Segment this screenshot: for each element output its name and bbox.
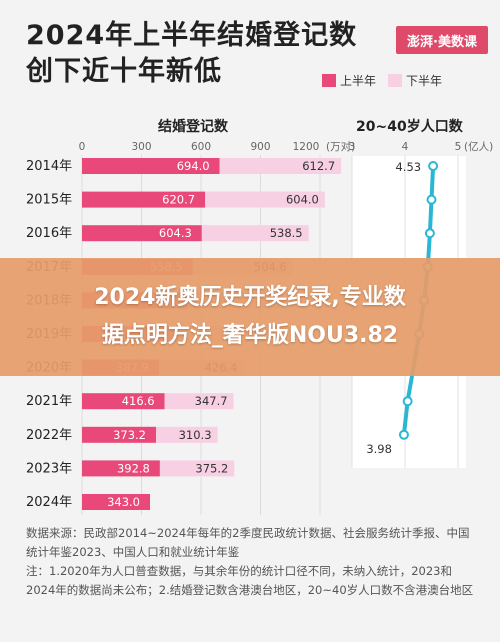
title-line-2: 创下近十年新低: [26, 56, 222, 87]
bar-axis-tick-label: 900: [250, 141, 270, 153]
bar-second-half-label: 310.3: [179, 428, 212, 442]
line-chart-title: 20~40岁人口数: [356, 119, 463, 135]
bar-first-half: [82, 225, 202, 242]
bar-first-half-label: 694.0: [177, 159, 210, 173]
bar-chart-title: 结婚登记数: [158, 119, 228, 135]
bar-first-half: [82, 494, 151, 510]
bar-first-half: [82, 158, 220, 174]
bar-second-half: [164, 393, 234, 410]
bar-first-half-label: 373.2: [113, 428, 146, 442]
line-point: [426, 194, 437, 205]
bar-category-label: 2015年: [26, 193, 72, 208]
bar-axis-tick-label: 600: [191, 141, 211, 153]
bar-second-half-label: 375.2: [195, 461, 228, 475]
bar-first-half: [82, 426, 157, 443]
bar-second-half: [201, 225, 309, 242]
banner-line-2: 据点明方法_奢华版NOU3.82: [101, 323, 399, 348]
bar-second-half-label: 604.0: [286, 193, 319, 207]
legend-label-second-half: 下半年: [406, 74, 443, 88]
bar-first-half-label: 392.8: [117, 461, 150, 475]
title-line-1: 2024年上半年结婚登记数: [26, 20, 358, 51]
line-point: [402, 396, 413, 407]
bar-category-label: 2021年: [26, 394, 72, 409]
line-point: [424, 228, 435, 239]
bar-first-half-label: 604.3: [159, 226, 192, 240]
bar-category-label: 2016年: [26, 226, 72, 241]
bar-first-half-label: 343.0: [107, 495, 140, 509]
bar-second-half: [205, 191, 325, 208]
bar-second-half: [156, 426, 218, 443]
source-note: 数据来源：民政部2014~2024年每年的2季度民政统计数据、社会服务统计季报、…: [26, 526, 470, 559]
bar-category-label: 2024年: [26, 495, 72, 510]
bar-second-half: [159, 460, 235, 477]
line-axis-tick-label: 5: [455, 141, 462, 153]
bar-category-label: 2023年: [26, 461, 72, 476]
bar-first-half-label: 620.7: [162, 193, 195, 207]
line-axis-tick-label: 3: [349, 141, 356, 153]
line-value-label: 4.53: [395, 160, 421, 174]
legend-label-first-half: 上半年: [340, 74, 377, 88]
bar-axis-tick-label: 300: [131, 141, 151, 153]
legend: 上半年 下半年: [322, 72, 442, 89]
bar-first-half: [82, 191, 206, 208]
bar-axis-unit: (万对): [326, 140, 355, 153]
banner-line-1: 2024新奥历史开奖纪录,专业数: [94, 285, 406, 310]
line-value-label: 3.98: [366, 442, 392, 456]
overlay-banner: 2024新奥历史开奖纪录,专业数 据点明方法_奢华版NOU3.82: [0, 258, 500, 376]
bar-first-half-label: 416.6: [122, 394, 155, 408]
legend-swatch-first-half: [322, 74, 336, 87]
page-title: 2024年上半年结婚登记数 创下近十年新低: [26, 18, 357, 90]
line-axis-unit: (亿人): [464, 140, 493, 153]
brand-logo: 澎湃·美数课: [396, 26, 488, 54]
legend-item-second-half: 下半年: [388, 72, 442, 89]
legend-item-first-half: 上半年: [322, 72, 376, 89]
line-point: [398, 429, 409, 440]
bar-category-label: 2022年: [26, 428, 72, 443]
bar-second-half-label: 347.7: [195, 394, 228, 408]
bar-second-half: [219, 158, 342, 174]
bar-second-half-label: 612.7: [302, 159, 335, 173]
bar-axis-tick-label: 0: [79, 141, 86, 153]
line-axis-tick-label: 4: [402, 141, 409, 153]
bar-category-label: 2014年: [26, 159, 72, 174]
footnotes: 数据来源：民政部2014~2024年每年的2季度民政统计数据、社会服务统计季报、…: [26, 524, 478, 600]
bar-first-half: [82, 460, 160, 477]
bar-first-half: [82, 393, 165, 410]
bar-axis-tick-label: 1200: [293, 141, 320, 153]
line-point: [428, 161, 439, 171]
bar-second-half-label: 538.5: [270, 226, 303, 240]
method-note: 注：1.2020年为人口普查数据，与其余年份的统计口径不同，未纳入统计，2023…: [26, 564, 474, 597]
legend-swatch-second-half: [388, 74, 403, 87]
